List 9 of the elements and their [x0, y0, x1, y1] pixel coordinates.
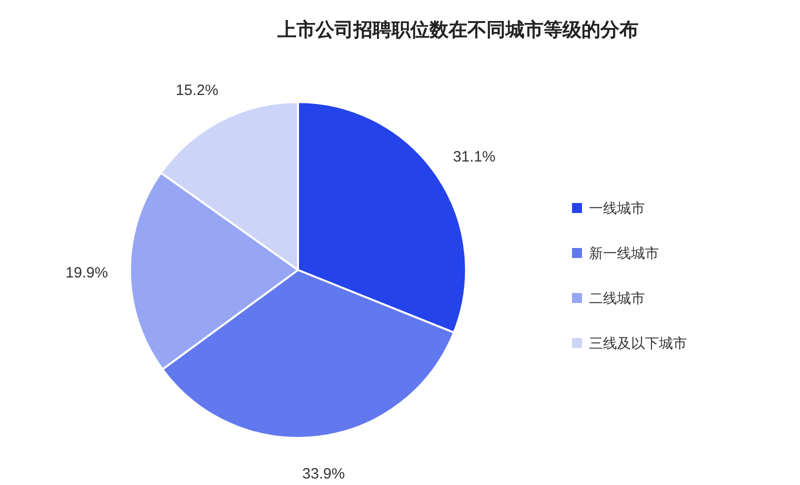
chart-title: 上市公司招聘职位数在不同城市等级的分布	[276, 19, 638, 41]
data-label: 15.2%	[176, 82, 218, 99]
data-label: 31.1%	[452, 148, 496, 166]
data-label: 33.9%	[302, 465, 345, 482]
legend-label: 三线及以下城市	[589, 335, 687, 351]
legend-label: 一线城市	[589, 200, 645, 216]
legend-label: 新一线城市	[589, 245, 659, 261]
data-label: 19.9%	[65, 264, 108, 282]
legend-label: 二线城市	[589, 290, 645, 306]
